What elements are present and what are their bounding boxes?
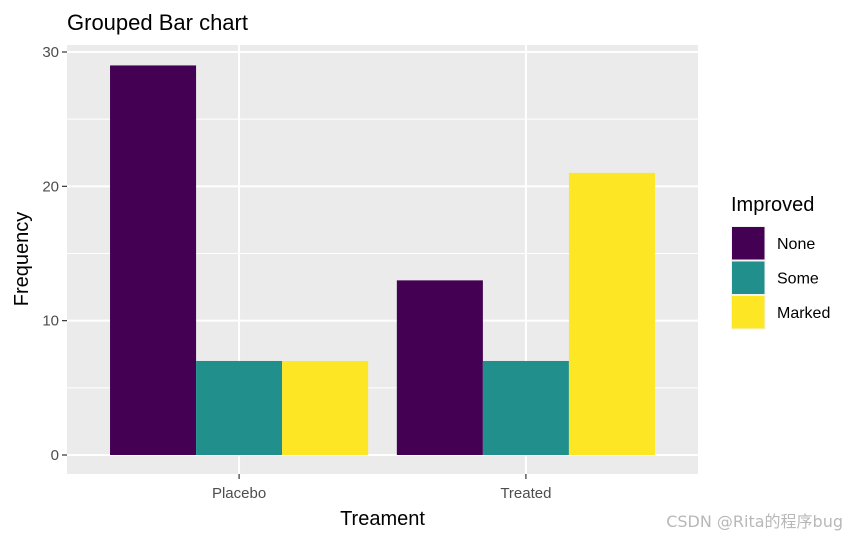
- legend-label-marked: Marked: [777, 305, 830, 322]
- watermark-text: CSDN @Rita的程序bug: [666, 512, 843, 531]
- y-tick-label: 10: [42, 313, 59, 330]
- legend-label-some: Some: [777, 271, 819, 288]
- x-axis-title: Treament: [340, 508, 425, 530]
- bar-some-placebo: [196, 360, 283, 455]
- legend: Improved None Some Marked: [731, 194, 830, 330]
- y-tick-label: 30: [42, 44, 59, 61]
- axes: 0 10 20 30 Placebo Treated: [42, 44, 551, 502]
- y-axis-title: Frequency: [11, 212, 33, 307]
- bars: [110, 65, 655, 455]
- bar-marked-treated: [568, 172, 655, 455]
- y-tick-label: 0: [51, 447, 59, 464]
- legend-swatch-marked: [732, 296, 765, 329]
- bar-none-treated: [396, 280, 483, 455]
- legend-swatch-some: [732, 261, 765, 294]
- x-tick-label: Placebo: [212, 485, 266, 502]
- bar-none-placebo: [110, 65, 197, 455]
- legend-title: Improved: [731, 194, 814, 216]
- bar-marked-placebo: [282, 360, 369, 455]
- legend-swatch-none: [732, 227, 765, 260]
- bar-some-treated: [482, 360, 569, 455]
- chart-title: Grouped Bar chart: [67, 10, 248, 35]
- x-tick-label: Treated: [500, 485, 551, 502]
- legend-label-none: None: [777, 236, 815, 253]
- y-tick-label: 20: [42, 178, 59, 195]
